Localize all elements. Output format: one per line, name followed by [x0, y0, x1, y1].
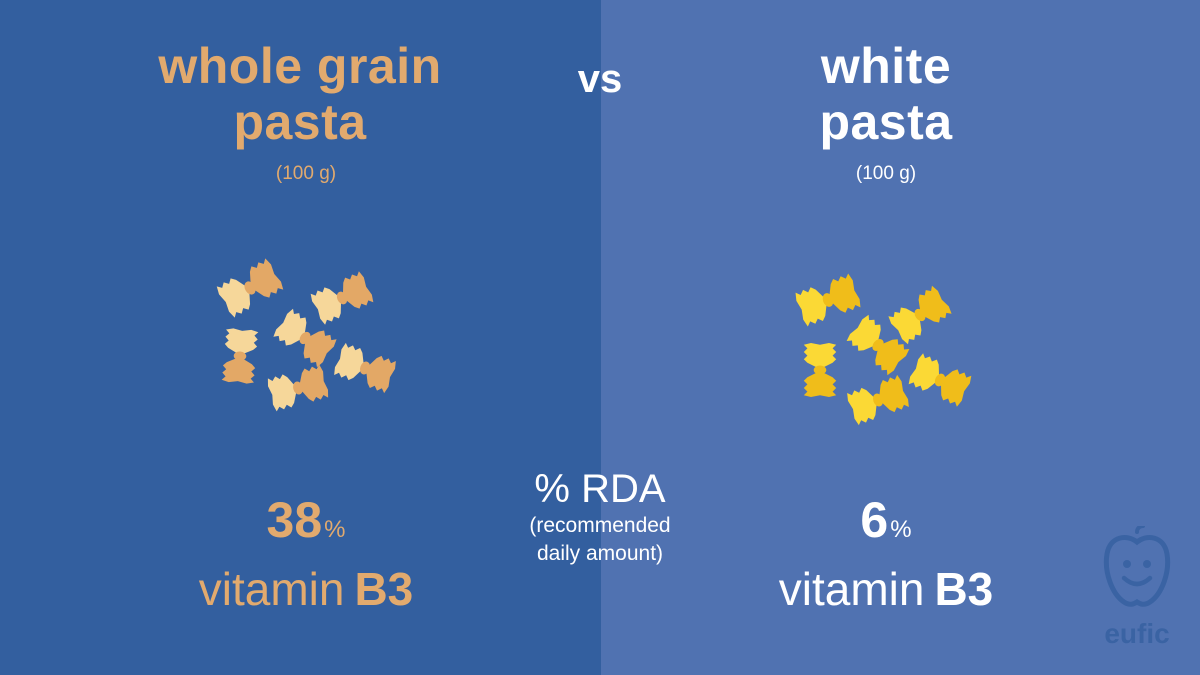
right-panel — [601, 0, 1200, 675]
vs-label: vs — [577, 57, 623, 101]
title-line-1: white — [820, 38, 952, 94]
vitamin-name: B3 — [934, 563, 994, 615]
eufic-wordmark: eufic — [1104, 618, 1170, 649]
percent-value: 6 — [860, 492, 889, 548]
farfalle-white-icon — [790, 270, 990, 440]
farfalle-whole-grain-icon — [210, 258, 410, 428]
rda-line-2: daily amount) — [536, 542, 664, 565]
eufic-logo: eufic — [1092, 526, 1182, 656]
title-line-2: pasta — [233, 94, 367, 150]
eufic-apple-face-icon — [1103, 526, 1171, 607]
white-pasta-title: white pasta — [686, 38, 1086, 150]
whole-grain-b3-percent: 38% — [206, 493, 406, 557]
white-b3-percent: 6% — [786, 493, 986, 557]
percent-value: 38 — [266, 492, 323, 548]
vitamin-word: vitamin — [198, 563, 345, 615]
percent-unit: % — [890, 516, 912, 543]
rda-line-1: (recommended — [529, 514, 671, 537]
rda-legend: % RDA (recommended daily amount) — [490, 466, 710, 568]
rda-title: % RDA — [534, 467, 666, 511]
whole-grain-pasta-title: whole grain pasta — [100, 38, 500, 150]
vitamin-word: vitamin — [778, 563, 925, 615]
white-vitamin-label: vitamin B3 — [736, 562, 1036, 616]
title-line-2: pasta — [819, 94, 953, 150]
vitamin-name: B3 — [354, 563, 414, 615]
whole-grain-vitamin-label: vitamin B3 — [156, 562, 456, 616]
percent-unit: % — [324, 516, 346, 543]
title-line-1: whole grain — [158, 38, 442, 94]
white-pasta-portion: (100 g) — [855, 163, 917, 184]
whole-grain-portion: (100 g) — [275, 163, 337, 184]
